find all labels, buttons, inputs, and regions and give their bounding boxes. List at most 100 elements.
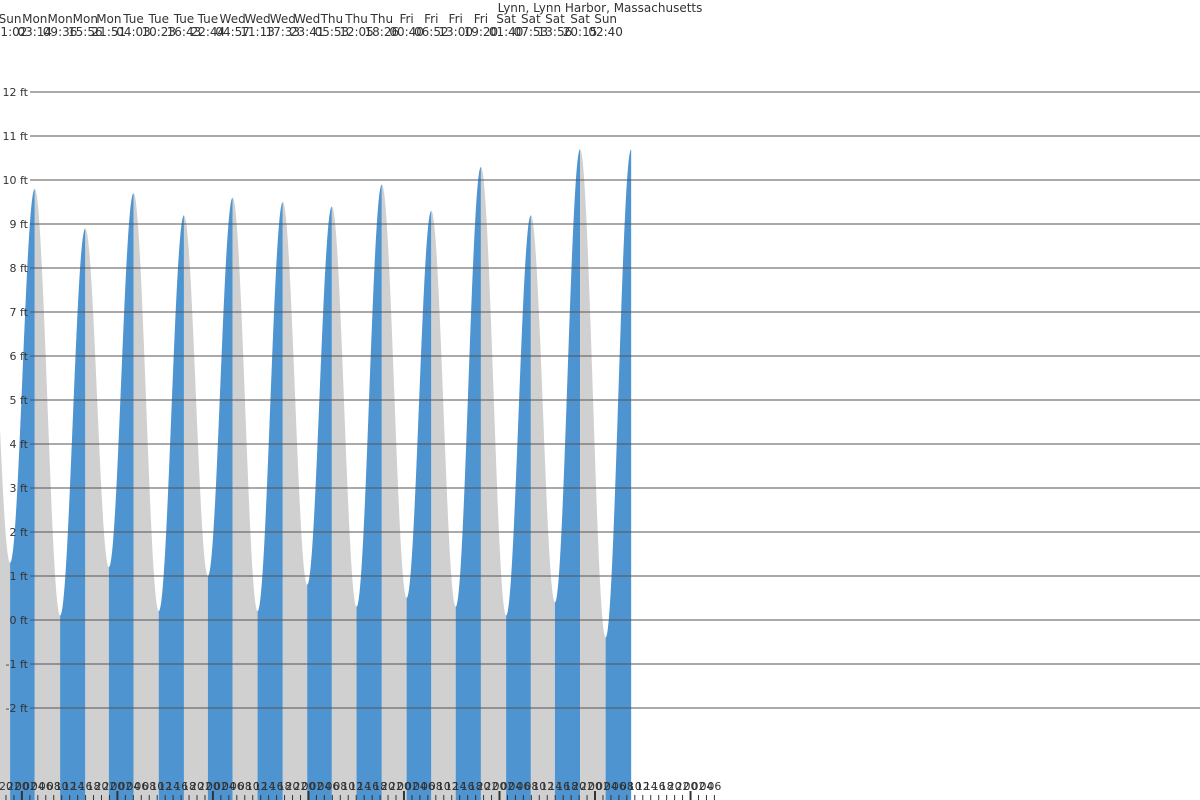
tide-event-time-label: 04:57 bbox=[215, 25, 250, 39]
hour-tick-label: 20 bbox=[477, 780, 491, 793]
hour-tick-label: 02 bbox=[500, 780, 514, 793]
hour-tick-label: 00 bbox=[110, 780, 124, 793]
rising-tide-area bbox=[506, 215, 531, 800]
rising-tide-area bbox=[108, 193, 134, 800]
hour-tick-label: 00 bbox=[397, 780, 411, 793]
y-tick-label: 3 ft bbox=[10, 482, 29, 495]
rising-tide-area bbox=[406, 210, 432, 800]
tide-event-day-label: Fri bbox=[424, 12, 438, 26]
tide-event-day-label: Wed bbox=[244, 12, 270, 26]
falling-tide-area bbox=[381, 184, 407, 800]
hour-tick-label: 20 bbox=[286, 780, 300, 793]
hour-tick-label: 04 bbox=[222, 780, 236, 793]
hour-tick-label: 18 bbox=[87, 780, 101, 793]
tide-event-day-label: Mon bbox=[96, 12, 121, 26]
hour-tick-label: 20 bbox=[381, 780, 395, 793]
hour-tick-label: 14 bbox=[357, 780, 371, 793]
hour-tick-label: 02 bbox=[309, 780, 323, 793]
hour-tick-label: 08 bbox=[47, 780, 61, 793]
y-tick-label: 5 ft bbox=[10, 394, 29, 407]
tide-event-time-label: 05:53 bbox=[315, 25, 350, 39]
hour-tick-label: 02 bbox=[23, 780, 37, 793]
hour-tick-label: 02 bbox=[214, 780, 228, 793]
hour-tick-label: 10 bbox=[628, 780, 642, 793]
hour-tick-label: 22 bbox=[198, 780, 212, 793]
hour-tick-label: 00 bbox=[588, 780, 602, 793]
tide-event-time-label: 10:23 bbox=[141, 25, 176, 39]
hour-tick-label: 14 bbox=[71, 780, 85, 793]
y-tick-label: 12 ft bbox=[3, 86, 29, 99]
hour-tick-label: 20 bbox=[94, 780, 108, 793]
hour-tick-label: 06 bbox=[134, 780, 148, 793]
rising-tide-area bbox=[455, 166, 481, 800]
rising-tide-area bbox=[207, 197, 233, 800]
y-tick-label: 1 ft bbox=[10, 570, 29, 583]
hour-tick-label: 22 bbox=[7, 780, 21, 793]
hour-tick-label: 20 bbox=[0, 780, 13, 793]
tide-event-day-label: Tue bbox=[122, 12, 144, 26]
tide-event-time-label: 12:05 bbox=[339, 25, 374, 39]
hour-tick-label: 04 bbox=[317, 780, 331, 793]
falling-tide-area bbox=[580, 149, 606, 800]
tide-event-time-label: 21:51 bbox=[92, 25, 127, 39]
hour-tick-label: 14 bbox=[262, 780, 276, 793]
hour-tick-label: 06 bbox=[516, 780, 530, 793]
hour-tick-label: 18 bbox=[564, 780, 578, 793]
y-tick-label: 11 ft bbox=[3, 130, 29, 143]
tide-event-day-label: Tue bbox=[147, 12, 169, 26]
hour-tick-label: 18 bbox=[278, 780, 292, 793]
y-tick-label: 6 ft bbox=[10, 350, 29, 363]
tide-event-day-label: Mon bbox=[22, 12, 47, 26]
falling-tide-area bbox=[331, 206, 357, 800]
hour-tick-label: 18 bbox=[373, 780, 387, 793]
tide-event-time-label: 02:40 bbox=[588, 25, 623, 39]
y-tick-label: 10 ft bbox=[3, 174, 29, 187]
tide-area-layer bbox=[0, 149, 632, 800]
hour-tick-label: 16 bbox=[556, 780, 570, 793]
hour-tick-label: 22 bbox=[389, 780, 403, 793]
tide-event-time-label: 15:56 bbox=[68, 25, 103, 39]
hour-tick-label: 10 bbox=[437, 780, 451, 793]
hour-tick-label: 20 bbox=[668, 780, 682, 793]
hour-tick-label: 06 bbox=[612, 780, 626, 793]
hour-tick-label: 22 bbox=[676, 780, 690, 793]
tide-event-day-label: Sat bbox=[496, 12, 516, 26]
falling-tide-area bbox=[431, 210, 456, 800]
tide-event-time-label: 04:03 bbox=[116, 25, 151, 39]
tide-event-day-label: Sat bbox=[545, 12, 565, 26]
hour-tick-label: 12 bbox=[349, 780, 363, 793]
hour-tick-label: 00 bbox=[206, 780, 220, 793]
hour-tick-label: 02 bbox=[405, 780, 419, 793]
tide-event-day-label: Fri bbox=[399, 12, 413, 26]
rising-tide-area bbox=[554, 149, 581, 800]
tide-event-time-label: 21:02 bbox=[0, 25, 27, 39]
tide-event-day-label: Sat bbox=[521, 12, 541, 26]
tide-event-time-label: 06:52 bbox=[414, 25, 449, 39]
falling-tide-area bbox=[282, 202, 308, 800]
hour-tick-label: 08 bbox=[333, 780, 347, 793]
falling-tide-area bbox=[480, 166, 507, 800]
tide-event-day-label: Fri bbox=[474, 12, 488, 26]
hour-tick-label: 12 bbox=[254, 780, 268, 793]
hour-tick-label: 14 bbox=[453, 780, 467, 793]
hour-tick-label: 04 bbox=[31, 780, 45, 793]
hour-tick-label: 06 bbox=[230, 780, 244, 793]
hour-tick-label: 10 bbox=[341, 780, 355, 793]
y-tick-layer: 12 ft 11 ft 10 ft 9 ft 8 ft 7 ft 6 ft 5 ft 4 ft 3… bbox=[3, 86, 29, 715]
hour-tick-label: 16 bbox=[174, 780, 188, 793]
rising-tide-area bbox=[307, 206, 332, 800]
tide-event-time-label: 07:53 bbox=[514, 25, 549, 39]
tide-event-time-label: 01:40 bbox=[489, 25, 524, 39]
hour-tick-label: 08 bbox=[142, 780, 156, 793]
tide-event-day-label: Wed bbox=[294, 12, 320, 26]
y-tick-label: 2 ft bbox=[10, 526, 29, 539]
hour-tick-label: 10 bbox=[55, 780, 69, 793]
hour-tick-label: 08 bbox=[620, 780, 634, 793]
tide-event-day-label: Wed bbox=[270, 12, 296, 26]
falling-tide-area bbox=[530, 215, 555, 800]
hour-tick-label: 22 bbox=[580, 780, 594, 793]
hour-tick-label: 16 bbox=[461, 780, 475, 793]
falling-tide-area bbox=[85, 228, 109, 800]
rising-tide-area bbox=[356, 184, 382, 800]
